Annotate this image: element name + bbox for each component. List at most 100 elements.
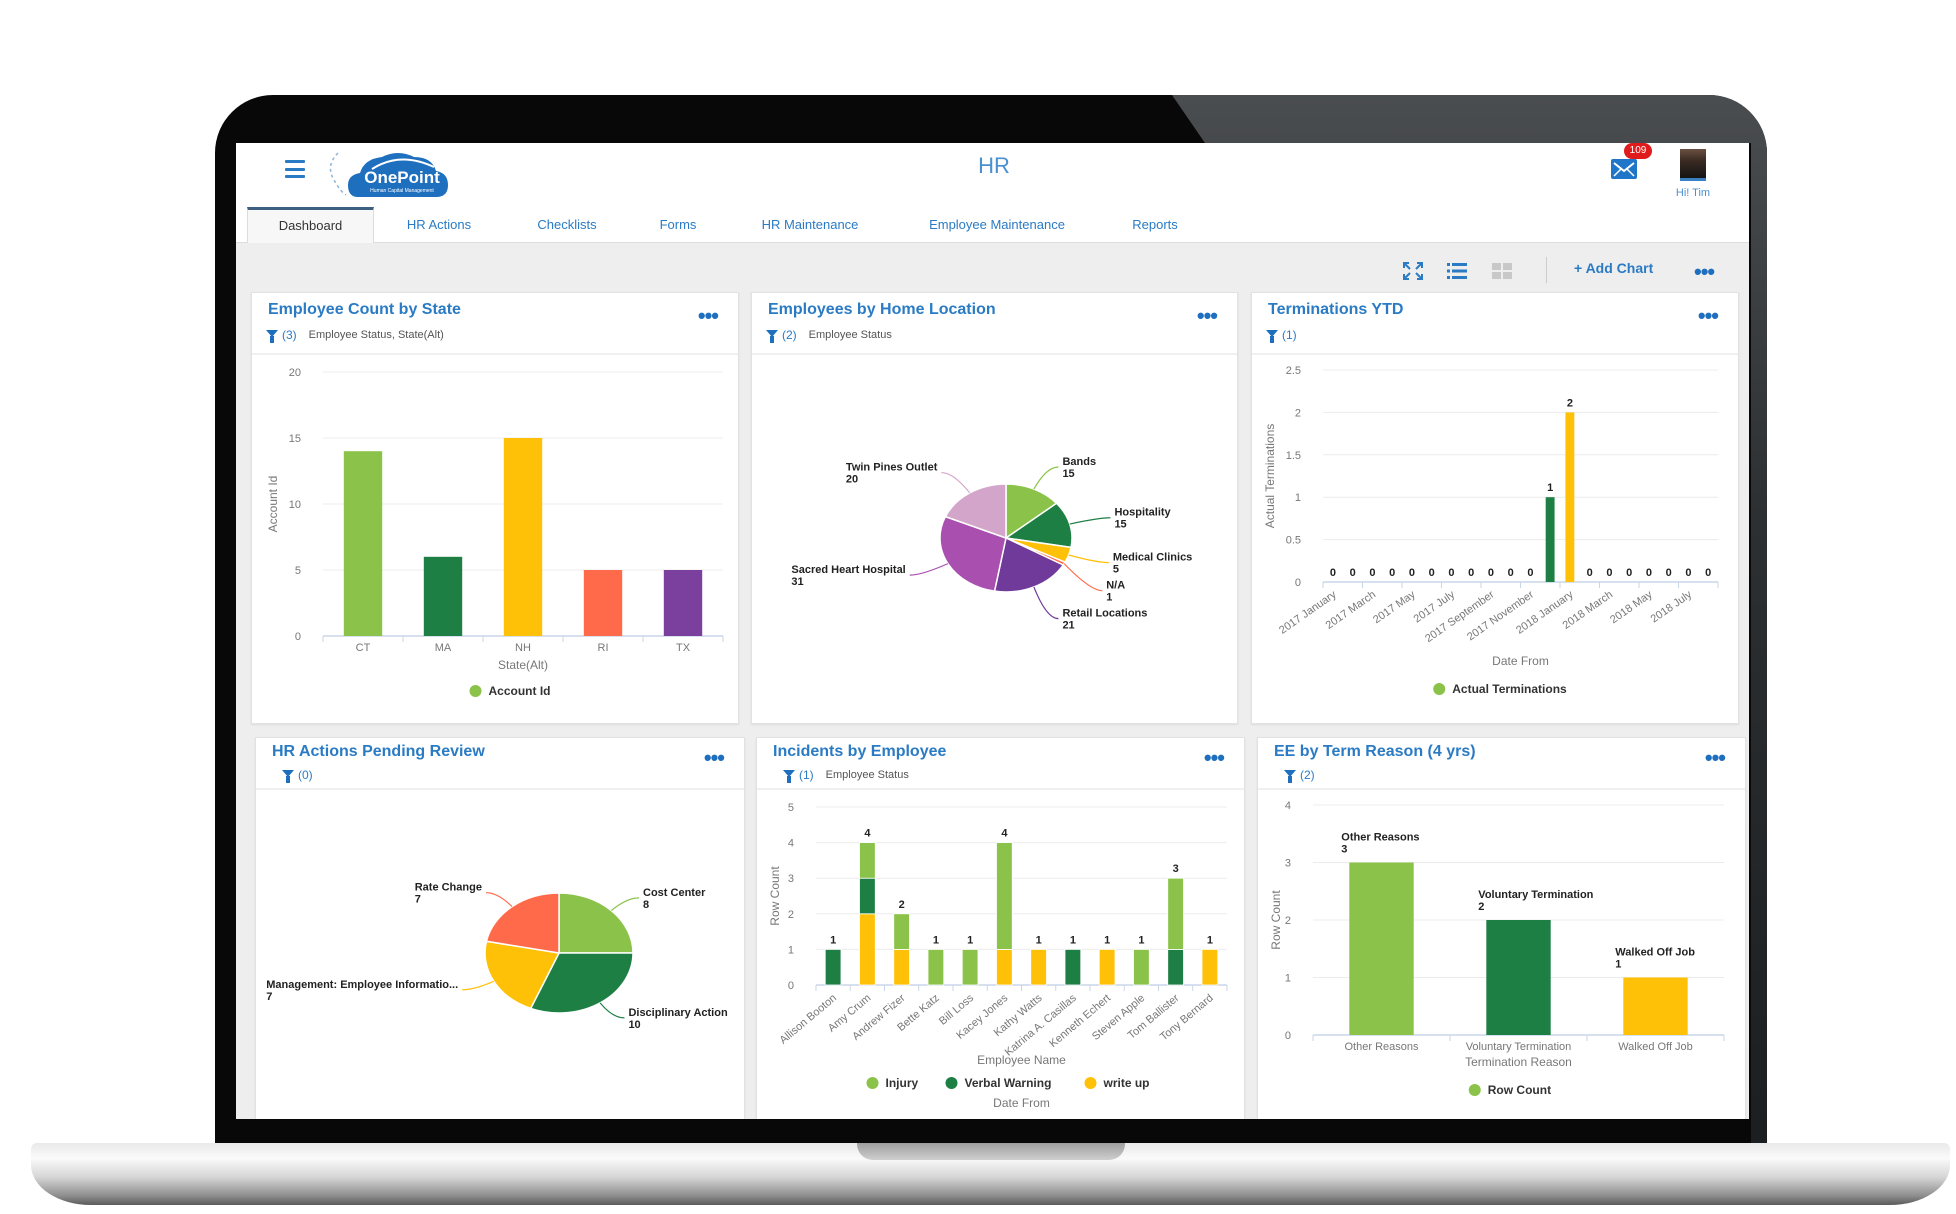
- card-title[interactable]: Terminations YTD: [1268, 301, 1404, 318]
- bar[interactable]: [583, 570, 623, 636]
- card-filter[interactable]: (2) Employee Status: [766, 328, 892, 343]
- grid-view-icon[interactable]: [1491, 261, 1513, 281]
- bar[interactable]: [1349, 862, 1414, 1036]
- bar-segment-injury[interactable]: [996, 842, 1013, 950]
- card-filter[interactable]: (2): [1284, 768, 1315, 783]
- tab-hr-maintenance[interactable]: HR Maintenance: [761, 217, 859, 232]
- bar-segment-injury[interactable]: [961, 948, 979, 986]
- bar[interactable]: [1565, 412, 1575, 582]
- card-more-button[interactable]: •••: [1203, 745, 1225, 770]
- filter-icon[interactable]: [266, 329, 278, 343]
- card-filter[interactable]: (3) Employee Status, State(Alt): [266, 328, 444, 343]
- tab-reports[interactable]: Reports: [1132, 217, 1178, 232]
- bar-segment-write-up[interactable]: [859, 913, 876, 986]
- tab-employee-maintenance[interactable]: Employee Maintenance: [929, 217, 1065, 232]
- bar[interactable]: [1545, 497, 1555, 582]
- filter-icon[interactable]: [766, 329, 778, 343]
- card-title[interactable]: Incidents by Employee: [773, 743, 947, 760]
- card-filter[interactable]: (1): [1266, 328, 1297, 343]
- legend-label[interactable]: Verbal Warning: [965, 1076, 1052, 1090]
- user-greeting[interactable]: Hi! Tim: [1675, 187, 1711, 199]
- bar[interactable]: [663, 570, 703, 636]
- pie-slice[interactable]: [1003, 502, 1073, 549]
- card-more-button[interactable]: •••: [703, 745, 725, 770]
- x-tick-label: MA: [435, 642, 452, 654]
- legend-label[interactable]: write up: [1103, 1076, 1150, 1090]
- pie-slice[interactable]: [1005, 483, 1058, 540]
- bar[interactable]: [503, 438, 543, 636]
- card-filter[interactable]: (1) Employee Status: [783, 768, 909, 783]
- bar-segment-write-up[interactable]: [893, 948, 910, 986]
- data-label: 0: [1429, 567, 1435, 579]
- menu-icon[interactable]: [285, 160, 305, 178]
- data-label: 0: [1350, 567, 1356, 579]
- filter-icon[interactable]: [282, 769, 294, 783]
- bar-segment-injury[interactable]: [893, 913, 910, 950]
- bar-segment-injury[interactable]: [859, 842, 876, 879]
- legend-label[interactable]: Account Id: [489, 684, 551, 698]
- bar-segment-write-up[interactable]: [1201, 948, 1219, 986]
- avatar[interactable]: [1680, 149, 1706, 181]
- overlay-axis-title: Date From: [993, 1096, 1050, 1110]
- pie-slice[interactable]: [529, 952, 634, 1014]
- filter-description: Employee Status: [825, 769, 909, 781]
- card-more-button[interactable]: •••: [1704, 745, 1726, 770]
- y-tick-label: 0: [295, 631, 301, 643]
- bar[interactable]: [423, 556, 463, 636]
- filter-icon[interactable]: [783, 769, 795, 783]
- pie-value: 31: [791, 576, 803, 588]
- pie-slice[interactable]: [485, 892, 560, 954]
- mail-icon[interactable]: [1611, 159, 1637, 179]
- dashboard-more-button[interactable]: •••: [1694, 259, 1715, 284]
- legend-label[interactable]: Injury: [886, 1076, 919, 1090]
- bar-segment-verbal-warning[interactable]: [824, 948, 842, 986]
- data-label: 0: [1666, 567, 1672, 579]
- x-tick-label: 2017 May: [1371, 588, 1418, 626]
- bar-segment-verbal-warning[interactable]: [1064, 948, 1082, 986]
- legend-label[interactable]: Actual Terminations: [1452, 682, 1567, 696]
- card-title[interactable]: HR Actions Pending Review: [272, 743, 485, 760]
- y-tick-label: 5: [295, 565, 301, 577]
- tab-forms[interactable]: Forms: [659, 217, 697, 232]
- bar-segment-verbal-warning[interactable]: [1167, 948, 1184, 986]
- bar-segment-injury[interactable]: [927, 948, 945, 986]
- card-title[interactable]: Employee Count by State: [268, 301, 461, 318]
- pie-leader-line: [1068, 554, 1109, 564]
- card-more-button[interactable]: •••: [1196, 303, 1218, 328]
- filter-icon[interactable]: [1284, 769, 1296, 783]
- tab-dashboard[interactable]: Dashboard: [247, 207, 374, 243]
- card-filter[interactable]: (0): [282, 768, 313, 783]
- expand-icon[interactable]: [1402, 261, 1424, 281]
- card-more-button[interactable]: •••: [1697, 303, 1719, 328]
- bar[interactable]: [1486, 920, 1551, 1035]
- bar-segment-write-up[interactable]: [1098, 948, 1116, 986]
- bar[interactable]: [343, 451, 383, 636]
- list-view-icon[interactable]: [1446, 261, 1468, 281]
- y-tick-label: 1: [788, 944, 794, 956]
- bar[interactable]: [1623, 977, 1688, 1036]
- bar-segment-injury[interactable]: [1167, 877, 1184, 950]
- pie-slice[interactable]: [558, 892, 634, 954]
- tab-checklists[interactable]: Checklists: [537, 217, 597, 232]
- bar-segment-write-up[interactable]: [1030, 948, 1047, 986]
- bar-segment-injury[interactable]: [1133, 948, 1150, 986]
- data-label: 3: [1341, 844, 1347, 856]
- tab-hr-actions[interactable]: HR Actions: [406, 217, 472, 232]
- card-title[interactable]: Employees by Home Location: [768, 301, 996, 318]
- data-label-category: Voluntary Termination: [1478, 889, 1593, 901]
- card-title[interactable]: EE by Term Reason (4 yrs): [1274, 743, 1476, 760]
- card-more-button[interactable]: •••: [697, 303, 719, 328]
- y-tick-label: 2: [1295, 407, 1301, 419]
- filter-icon[interactable]: [1266, 329, 1278, 343]
- onepoint-logo[interactable]: OnePoint Human Capital Management: [314, 147, 494, 201]
- bar-segment-write-up[interactable]: [996, 948, 1013, 986]
- add-chart-button[interactable]: + Add Chart: [1574, 260, 1653, 276]
- bar-segment-verbal-warning[interactable]: [859, 877, 876, 915]
- pie-slice[interactable]: [484, 940, 561, 1010]
- legend-label[interactable]: Row Count: [1488, 1083, 1551, 1097]
- data-label: 1: [1207, 934, 1213, 946]
- pie-label: Management: Employee Informatio...: [266, 979, 458, 991]
- pie-slice[interactable]: [944, 483, 1007, 540]
- pie-label: Retail Locations: [1062, 608, 1147, 620]
